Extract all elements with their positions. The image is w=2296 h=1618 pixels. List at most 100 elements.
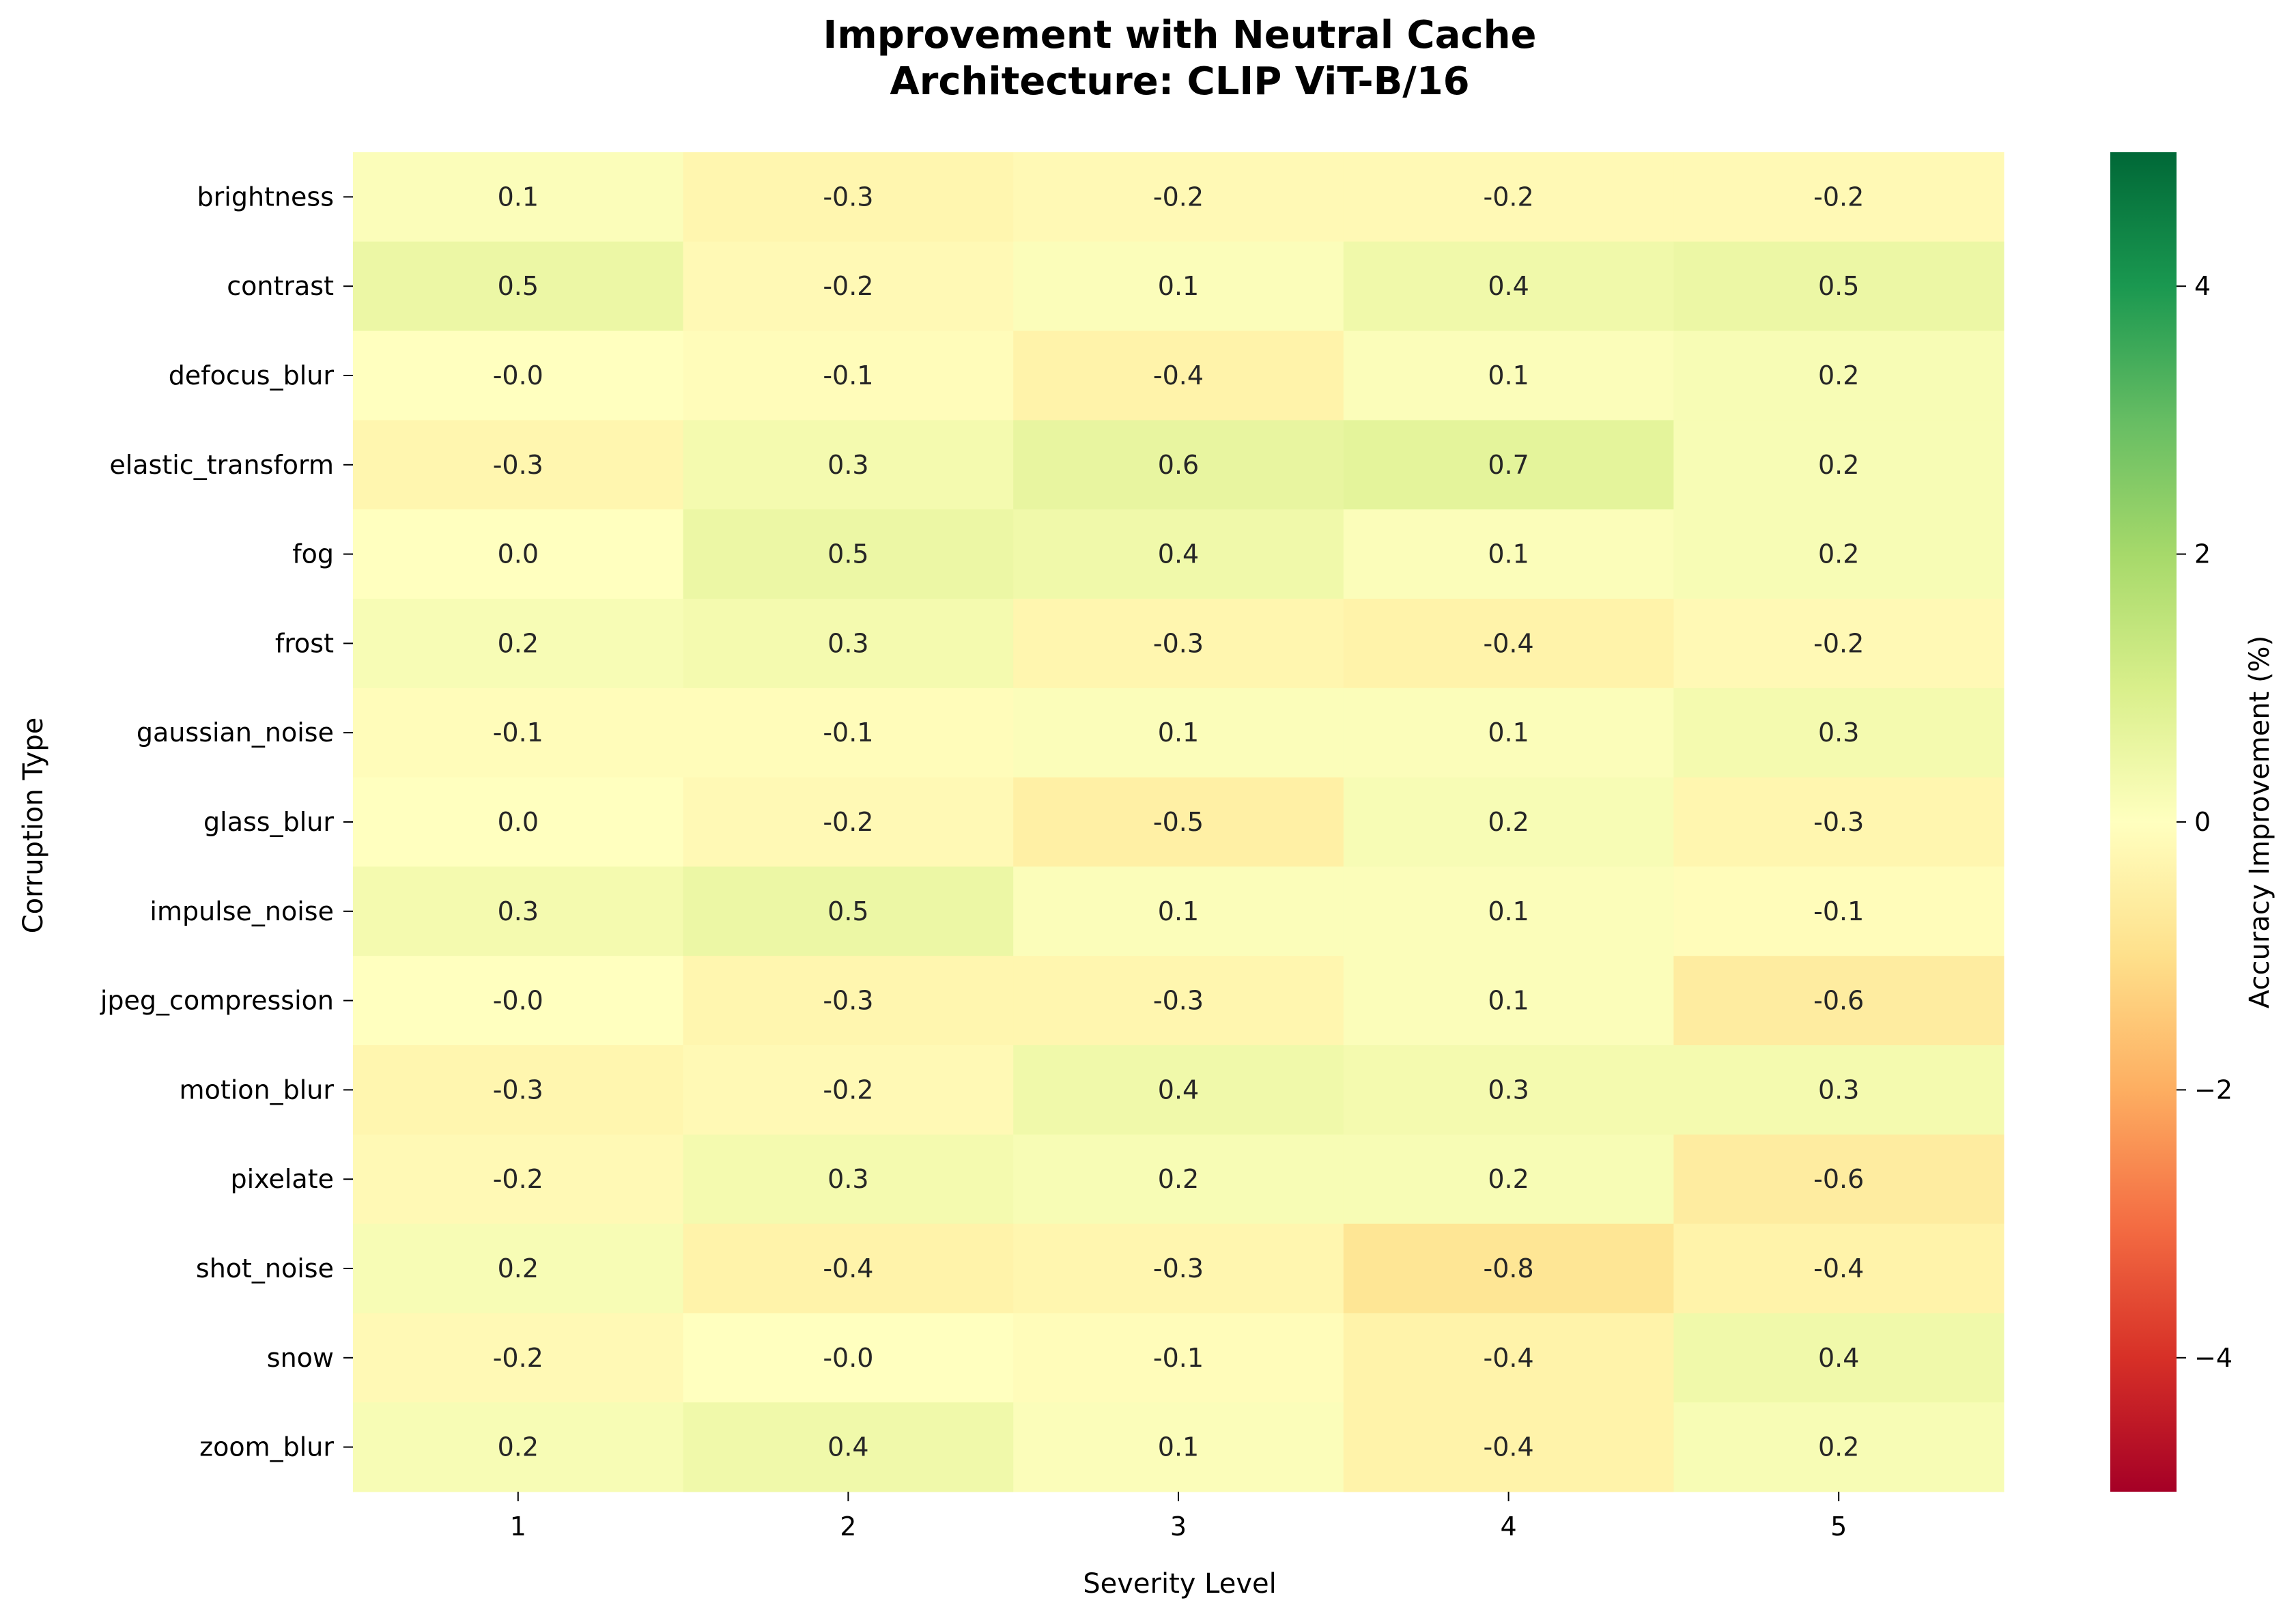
heatmap-cell: [1673, 956, 2004, 1046]
cell-value-label: 0.4: [1158, 539, 1199, 569]
heatmap-cell: [683, 956, 1014, 1046]
heatmap-cell: [1673, 1223, 2004, 1314]
heatmap-cell: [353, 1313, 684, 1403]
heatmap-cell: [1343, 420, 1674, 510]
x-axis-ticks: 1 2 3 4 5: [510, 1492, 1847, 1542]
cell-value-label: 0.4: [827, 1432, 868, 1462]
colorbar-tick-label: 4: [2194, 271, 2211, 301]
y-tick-label: gaussian_noise: [137, 718, 334, 748]
x-tick-label: 2: [840, 1511, 856, 1542]
cell-value-label: 0.2: [498, 1253, 539, 1283]
cell-value-label: -0.2: [1484, 182, 1534, 212]
cell-value-label: 0.1: [1158, 1432, 1199, 1462]
heatmap-cell: [353, 866, 684, 956]
y-tick-label: fog: [292, 539, 334, 569]
heatmap-cell: [1343, 1313, 1674, 1403]
heatmap-cell: [353, 241, 684, 332]
heatmap-cell: [1343, 599, 1674, 689]
heatmap-cell: [1673, 241, 2004, 332]
heatmap-cell: [1673, 1045, 2004, 1135]
cell-value-label: 0.6: [1158, 450, 1199, 480]
cell-value-label: -0.0: [823, 1343, 873, 1373]
heatmap-cell: [683, 330, 1014, 421]
heatmap-cell: [683, 420, 1014, 510]
cell-value-label: -0.1: [493, 718, 543, 748]
heatmap-cell: [1013, 777, 1344, 867]
cell-value-label: 0.3: [827, 1164, 868, 1194]
cell-value-label: -0.3: [1813, 807, 1864, 837]
heatmap-cell: [1673, 599, 2004, 689]
cell-value-label: 0.2: [1158, 1164, 1199, 1194]
heatmap-cell: [1673, 866, 2004, 956]
heatmap-cell: [1343, 866, 1674, 956]
heatmap-cell: [1343, 1045, 1674, 1135]
heatmap-cell: [683, 866, 1014, 956]
cell-value-label: -0.2: [823, 807, 873, 837]
heatmap-cell: [1673, 1313, 2004, 1403]
heatmap-cell: [1013, 1223, 1344, 1314]
cell-value-label: 0.4: [1158, 1075, 1199, 1105]
chart-title: Improvement with Neutral Cache: [823, 13, 1537, 57]
heatmap-cell: [1343, 330, 1674, 421]
cell-value-label: -0.3: [1153, 986, 1204, 1016]
cell-value-label: 0.5: [1818, 271, 1859, 301]
cell-value-label: 0.1: [1488, 986, 1529, 1016]
cell-value-label: 0.3: [827, 628, 868, 658]
cell-value-label: 0.2: [498, 1432, 539, 1462]
cell-value-label: -0.0: [493, 360, 543, 391]
y-tick-label: contrast: [227, 271, 334, 301]
cell-value-label: 0.2: [1818, 450, 1859, 480]
heatmap-cell: [683, 241, 1014, 332]
cell-value-label: 0.3: [1488, 1075, 1529, 1105]
cell-value-label: -0.2: [1813, 628, 1864, 658]
heatmap-cells: [353, 152, 2004, 1492]
cell-value-label: -0.2: [493, 1164, 543, 1194]
colorbar-label: Accuracy Improvement (%): [2244, 636, 2276, 1008]
colorbar-tick-label: 2: [2194, 539, 2211, 569]
x-tick-label: 5: [1830, 1511, 1847, 1542]
heatmap-cell: [353, 599, 684, 689]
cell-value-label: 0.5: [827, 539, 868, 569]
heatmap-cell: [1013, 956, 1344, 1046]
cell-value-label: 0.7: [1488, 450, 1529, 480]
cell-value-label: -0.1: [823, 718, 873, 748]
heatmap-cell-labels: 0.1 -0.3 -0.2 -0.2 -0.2 0.5 -0.2 0.1 0.4 0.5 -0.0 -…: [493, 182, 1865, 1462]
heatmap-cell: [1673, 420, 2004, 510]
cell-value-label: 0.1: [1488, 896, 1529, 926]
heatmap-cell: [683, 152, 1014, 242]
cell-value-label: -0.4: [823, 1253, 873, 1283]
heatmap-cell: [1343, 241, 1674, 332]
cell-value-label: -0.2: [823, 1075, 873, 1105]
cell-value-label: 0.2: [1488, 807, 1529, 837]
heatmap-cell: [1013, 1134, 1344, 1225]
heatmap-cell: [1013, 1045, 1344, 1135]
heatmap-cell: [1013, 1402, 1344, 1492]
cell-value-label: -0.3: [823, 182, 873, 212]
heatmap-cell: [683, 687, 1014, 778]
heatmap-cell: [1343, 777, 1674, 867]
heatmap-cell: [683, 1223, 1014, 1314]
heatmap-cell: [683, 1134, 1014, 1225]
heatmap-cell: [1673, 509, 2004, 599]
colorbar-tick-label: −2: [2194, 1075, 2233, 1105]
heatmap-cell: [1673, 1402, 2004, 1492]
cell-value-label: -0.2: [493, 1343, 543, 1373]
colorbar-tick-label: 0: [2194, 807, 2211, 837]
y-axis-label: Corruption Type: [18, 718, 49, 934]
heatmap-cell: [1673, 777, 2004, 867]
cell-value-label: 0.5: [498, 271, 539, 301]
cell-value-label: -0.4: [1813, 1253, 1864, 1283]
cell-value-label: -0.8: [1484, 1253, 1534, 1283]
cell-value-label: 0.2: [498, 628, 539, 658]
cell-value-label: -0.4: [1484, 1343, 1534, 1373]
heatmap-cell: [353, 1134, 684, 1225]
heatmap-cell: [353, 687, 684, 778]
heatmap-cell: [683, 509, 1014, 599]
colorbar-ticks: −4 −2 0 2 4: [2177, 271, 2233, 1373]
cell-value-label: 0.3: [1818, 718, 1859, 748]
heatmap-cell: [353, 956, 684, 1046]
heatmap-cell: [1673, 330, 2004, 421]
cell-value-label: -0.4: [1153, 360, 1204, 391]
colorbar: [2110, 152, 2177, 1492]
